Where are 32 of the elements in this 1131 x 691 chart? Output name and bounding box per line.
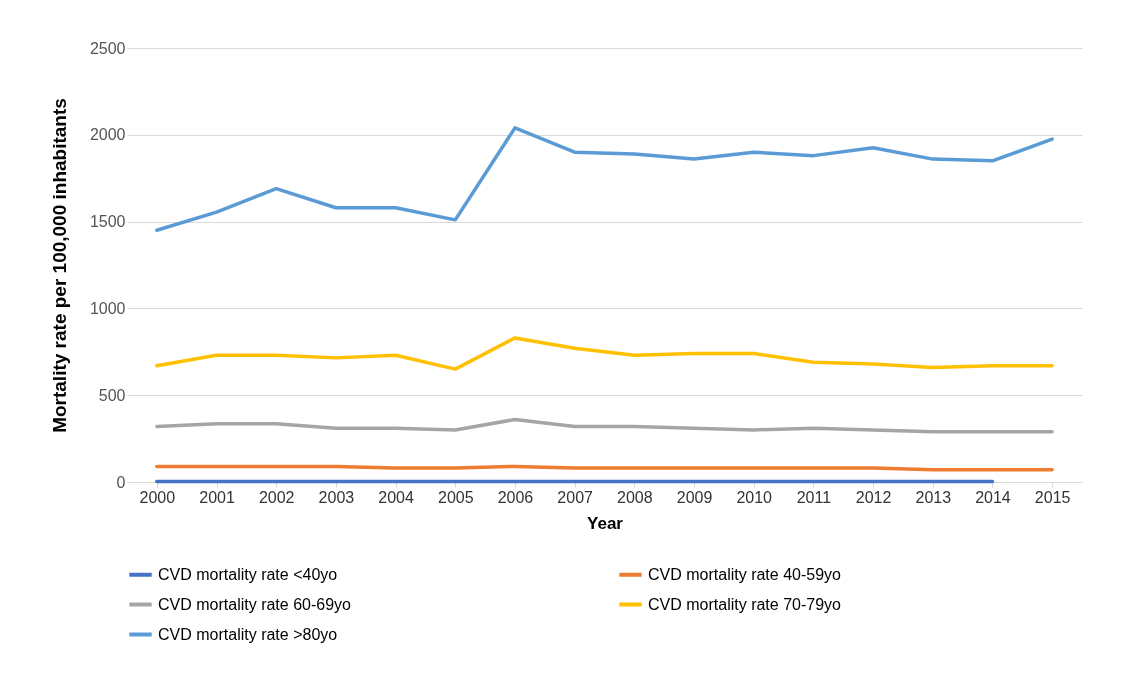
x-tick-label: 2008	[617, 488, 653, 506]
y-tick-label: 1500	[89, 213, 126, 231]
legend-label: CVD mortality rate <40yo	[158, 565, 338, 583]
legend-label: CVD mortality rate 40-59yo	[648, 565, 842, 583]
y-tick-label: 2000	[89, 126, 126, 144]
line-series	[155, 126, 1054, 233]
x-tick-label: 2010	[736, 488, 773, 506]
x-tick-label: 2014	[975, 488, 1011, 506]
x-axis-title: Year	[587, 513, 624, 533]
line-series	[155, 336, 1054, 371]
x-tick-label: 2002	[258, 488, 295, 506]
x-tick-label: 2007	[557, 488, 594, 506]
x-tick-label: 2013	[915, 488, 952, 506]
legend-label: CVD mortality rate 60-69yo	[158, 595, 352, 613]
y-tick-label: 1000	[89, 299, 126, 317]
line-series	[155, 417, 1054, 434]
x-tick-label: 2009	[676, 488, 713, 506]
x-tick-label: 2015	[1034, 488, 1071, 506]
x-tick-label: 2004	[378, 488, 414, 506]
y-tick-label: 2500	[89, 39, 126, 57]
legend-label: CVD mortality rate >80yo	[158, 625, 338, 643]
x-tick-label: 2001	[199, 488, 235, 506]
legend-label: CVD mortality rate 70-79yo	[648, 595, 842, 613]
x-tick-label: 2000	[139, 488, 176, 506]
x-tick-label: 2011	[796, 488, 832, 506]
y-axis-title: Mortality rate per 100,000 inhabitants	[48, 98, 70, 433]
x-tick-label: 2012	[855, 488, 892, 506]
x-tick-label: 2006	[497, 488, 534, 506]
x-tick-label: 2003	[318, 488, 355, 506]
y-tick-label: 0	[116, 473, 126, 491]
y-tick-label: 500	[98, 386, 126, 404]
x-tick-label: 2005	[437, 488, 474, 506]
